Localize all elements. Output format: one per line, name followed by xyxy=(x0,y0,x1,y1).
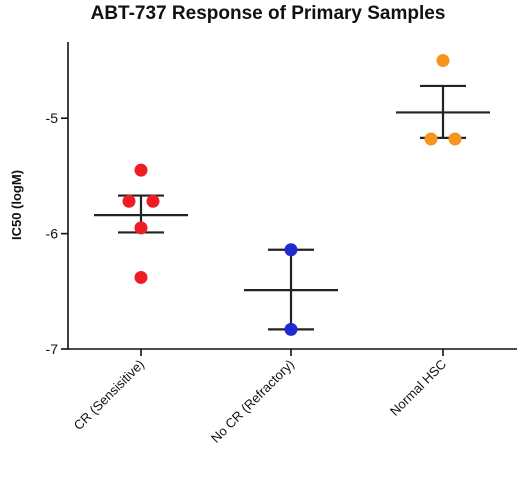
data-point xyxy=(424,132,438,146)
data-point xyxy=(284,243,298,257)
y-tick-label: -7 xyxy=(46,341,59,357)
chart-title: ABT-737 Response of Primary Samples xyxy=(91,3,446,24)
y-tick-label: -6 xyxy=(46,226,59,242)
data-point xyxy=(134,221,148,235)
data-point xyxy=(284,322,298,336)
data-point xyxy=(146,194,160,208)
x-tick-label: No CR (Refractory) xyxy=(208,357,297,446)
data-point xyxy=(448,132,462,146)
y-axis-label: IC50 (logM) xyxy=(9,170,24,240)
x-tick-label: CR (Sensisitive) xyxy=(71,357,148,434)
plot-area: -7 -6 -5 CR (Sensisitive) No CR (Refractory)… xyxy=(46,54,490,446)
data-point xyxy=(134,163,148,177)
x-tick-label: Normal HSC xyxy=(387,357,449,419)
data-point xyxy=(134,270,148,284)
y-tick-label: -5 xyxy=(46,110,59,126)
data-point xyxy=(436,54,450,68)
data-point xyxy=(122,194,136,208)
